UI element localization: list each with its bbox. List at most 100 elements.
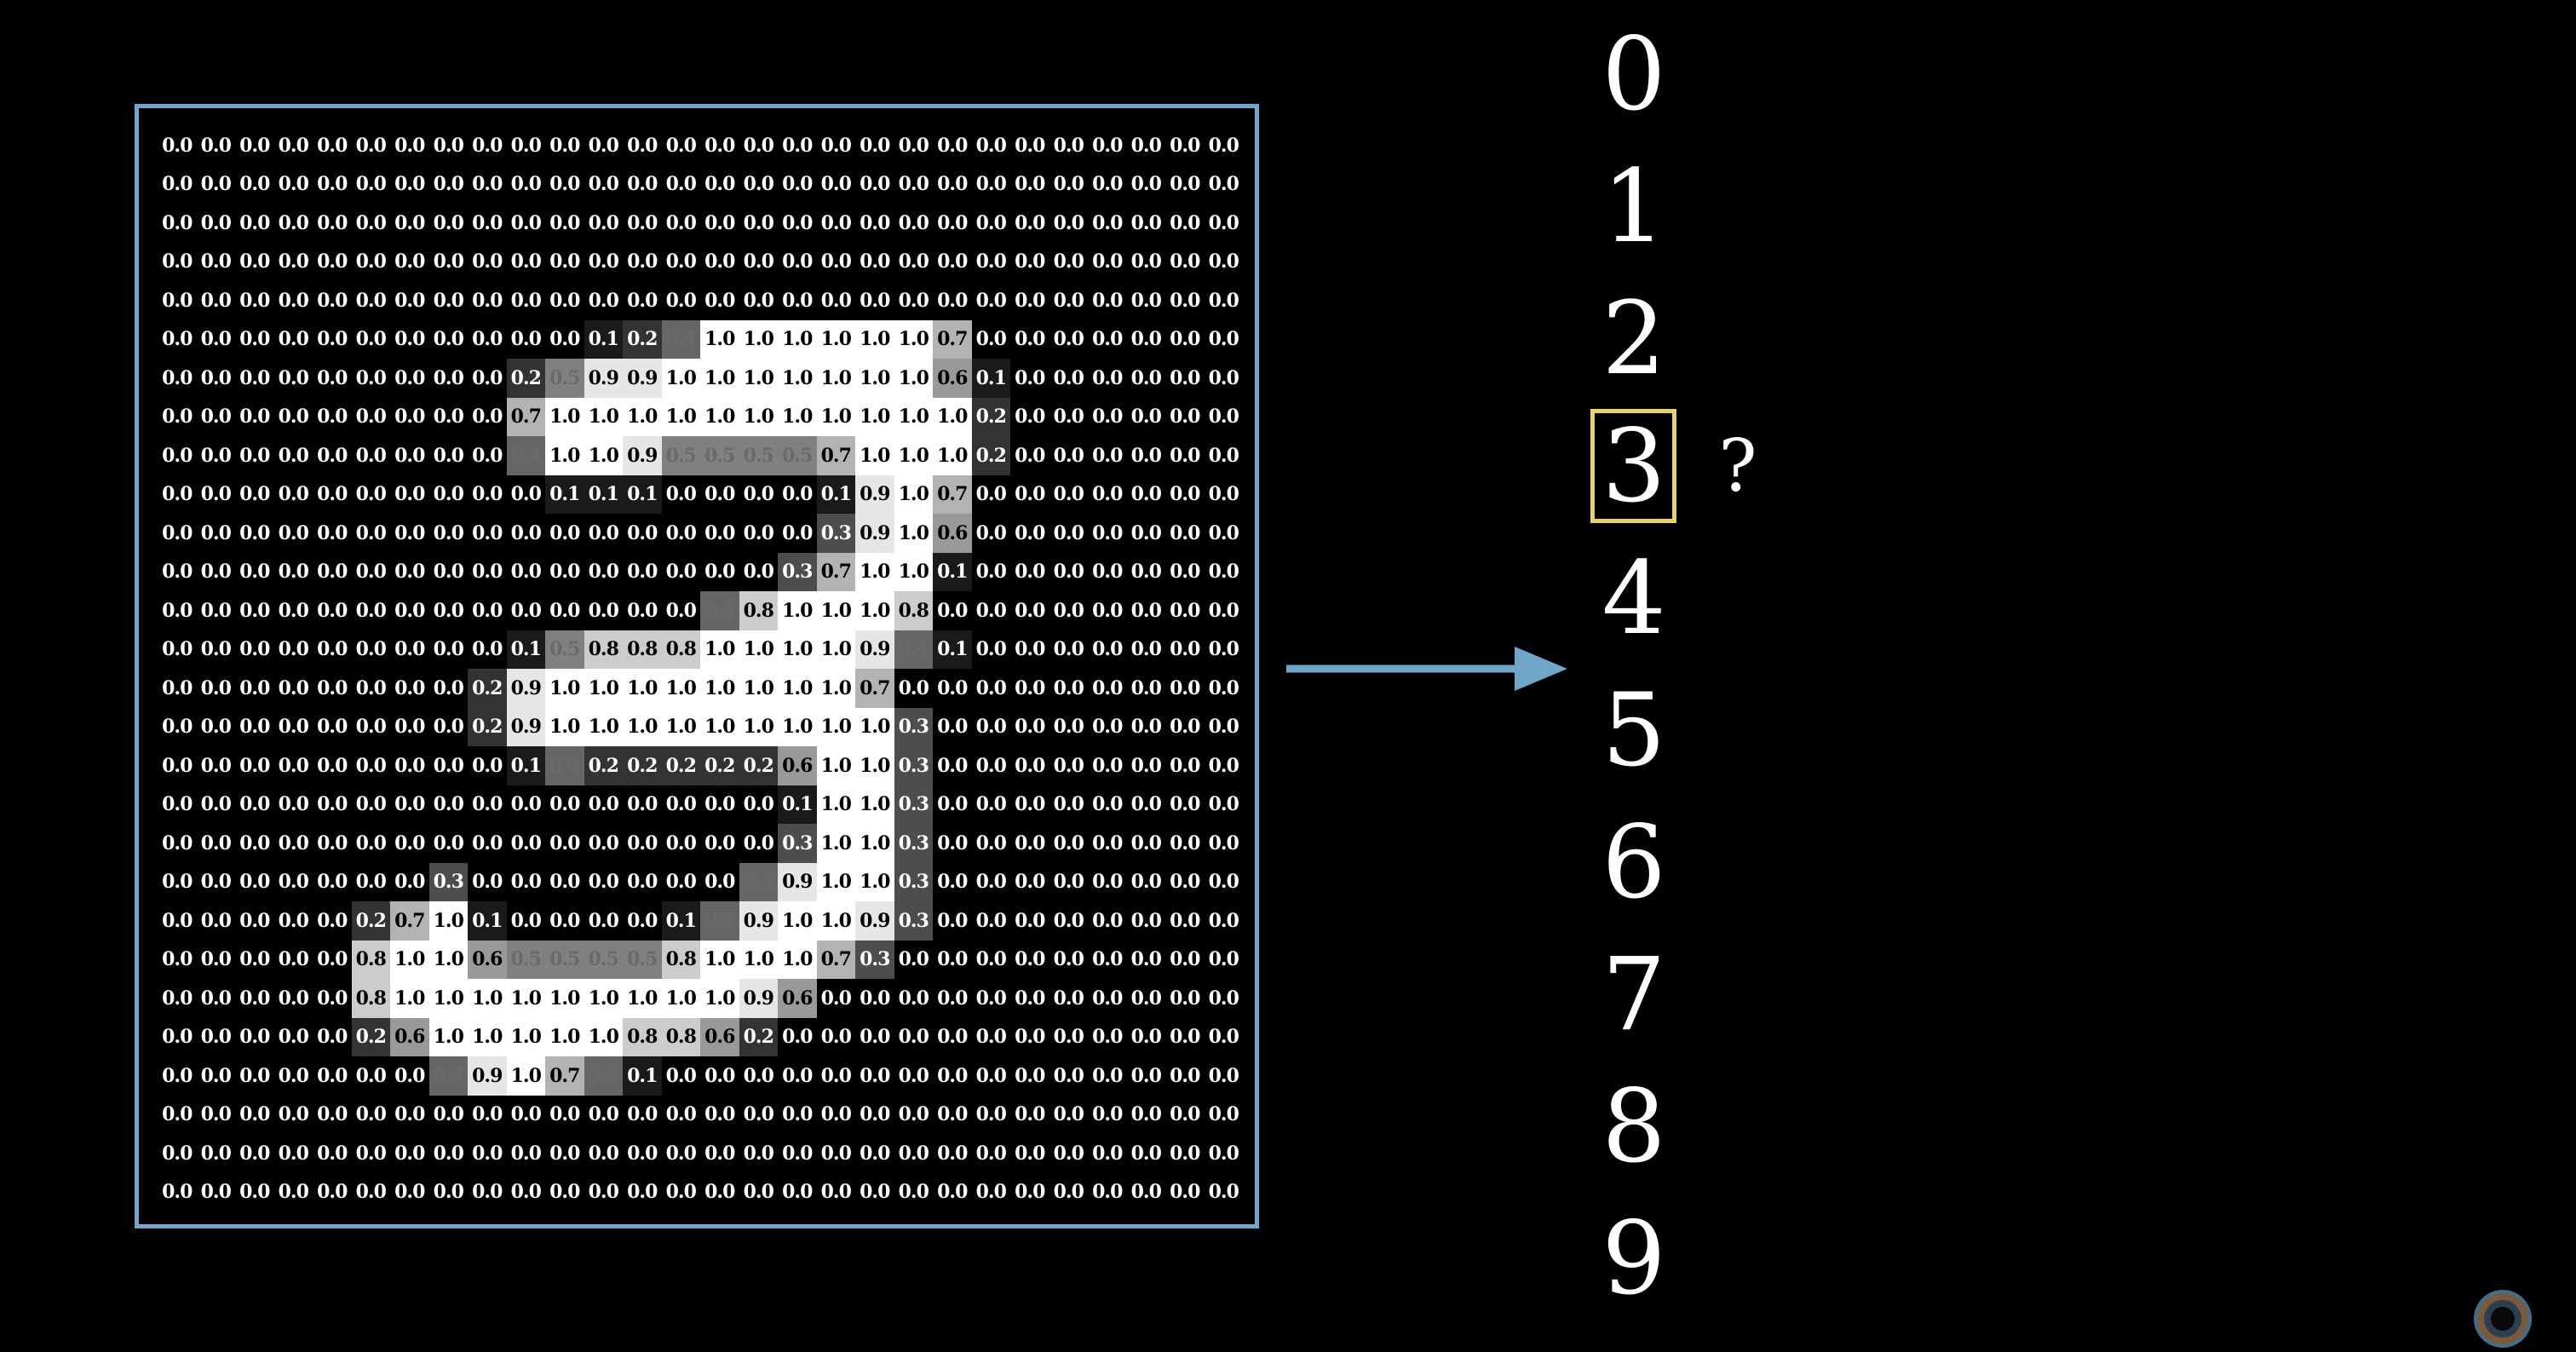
pixel-cell: 0.0 [158, 436, 197, 475]
pixel-cell: 0.0 [390, 319, 429, 359]
pixel-cell: 0.0 [545, 281, 584, 320]
pixel-cell: 1.0 [855, 397, 894, 436]
pixel-cell: 0.0 [1165, 1017, 1205, 1056]
pixel-cell: 0.0 [428, 785, 468, 824]
pixel-cell: 0.0 [1088, 281, 1127, 320]
pixel-cell: 0.0 [196, 1095, 235, 1134]
pixel-cell: 0.0 [1088, 940, 1127, 979]
pixel-cell: 0.0 [158, 901, 197, 941]
pixel-cell: 0.0 [506, 281, 545, 320]
pixel-cell: 0.0 [1165, 552, 1205, 591]
pixel-cell: 0.3 [855, 940, 894, 979]
pixel-cell: 0.0 [933, 785, 972, 824]
pixel-cell: 0.2 [584, 746, 623, 785]
pixel-cell: 0.0 [1126, 552, 1165, 591]
pixel-cell: 0.0 [235, 397, 274, 436]
pixel-cell: 0.9 [506, 669, 545, 708]
pixel-cell: 0.0 [273, 591, 313, 630]
pixel-cell: 0.0 [584, 281, 623, 320]
pixel-cell: 0.9 [739, 979, 778, 1018]
pixel-cell: 0.3 [428, 862, 468, 901]
pixel-cell: 0.0 [1126, 281, 1165, 320]
pixel-cell: 0.0 [506, 1134, 545, 1173]
pixel-cell: 1.0 [584, 397, 623, 436]
pixel-cell: 0.0 [313, 785, 352, 824]
pixel-cell: 0.4 [661, 319, 700, 359]
pixel-cell: 0.0 [584, 242, 623, 281]
pixel-cell: 1.0 [584, 979, 623, 1018]
pixel-cell: 0.0 [390, 126, 429, 165]
pixel-cell: 0.0 [855, 204, 894, 243]
pixel-cell: 0.0 [351, 514, 390, 553]
pixel-cell: 0.0 [661, 1172, 700, 1211]
pixel-cell: 0.1 [933, 552, 972, 591]
pixel-cell: 0.0 [933, 1134, 972, 1173]
pixel-cell: 0.0 [1088, 707, 1127, 746]
pixel-cell: 0.2 [468, 669, 507, 708]
pixel-cell: 0.0 [584, 785, 623, 824]
pixel-cell: 0.5 [623, 940, 662, 979]
pixel-cell: 0.0 [855, 242, 894, 281]
pixel-cell: 0.2 [971, 436, 1010, 475]
pixel-cell: 0.0 [623, 785, 662, 824]
pixel-cell: 0.0 [1088, 901, 1127, 941]
pixel-cell: 0.7 [816, 436, 855, 475]
pixel-cell: 0.0 [1010, 475, 1049, 514]
pixel-cell: 0.0 [235, 1017, 274, 1056]
pixel-cell: 0.0 [351, 552, 390, 591]
pixel-cell: 0.0 [428, 630, 468, 669]
pixel-cell: 0.0 [1204, 785, 1243, 824]
pixel-cell: 0.0 [196, 359, 235, 398]
pixel-cell: 0.0 [390, 436, 429, 475]
pixel-cell: 0.0 [351, 707, 390, 746]
pixel-cell: 0.0 [1049, 979, 1088, 1018]
pixel-cell: 0.0 [313, 901, 352, 941]
pixel-cell: 1.0 [700, 979, 739, 1018]
digit-label-4: 4 [1601, 539, 1666, 657]
pixel-cell: 0.0 [778, 475, 817, 514]
pixel-cell: 0.2 [468, 707, 507, 746]
pixel-cell: 0.0 [1204, 126, 1243, 165]
pixel-cell: 0.0 [158, 1095, 197, 1134]
pixel-cell: 0.9 [623, 359, 662, 398]
pixel-cell: 0.0 [313, 242, 352, 281]
pixel-cell: 0.1 [623, 1056, 662, 1096]
pixel-cell: 0.0 [623, 1095, 662, 1134]
pixel-cell: 1.0 [816, 707, 855, 746]
pixel-cell: 0.0 [739, 1095, 778, 1134]
pixel-cell: 0.0 [661, 204, 700, 243]
pixel-cell: 0.0 [1126, 514, 1165, 553]
pixel-cell: 0.0 [1049, 397, 1088, 436]
pixel-cell: 0.1 [468, 901, 507, 941]
pixel-cell: 0.0 [584, 204, 623, 243]
pixel-cell: 0.7 [816, 940, 855, 979]
pixel-cell: 0.0 [235, 785, 274, 824]
pixel-cell: 0.5 [506, 940, 545, 979]
pixel-cell: 0.0 [623, 1134, 662, 1173]
pixel-cell: 0.8 [623, 630, 662, 669]
pixel-cell: 0.0 [468, 1095, 507, 1134]
pixel-cell: 0.0 [235, 1095, 274, 1134]
pixel-cell: 0.0 [313, 164, 352, 204]
pixel-cell: 0.0 [661, 591, 700, 630]
pixel-cell: 0.0 [739, 1056, 778, 1096]
pixel-cell: 0.0 [1165, 785, 1205, 824]
pixel-cell: 0.0 [158, 979, 197, 1018]
digit-label-7: 7 [1601, 935, 1666, 1053]
pixel-cell: 1.0 [778, 319, 817, 359]
pixel-cell: 0.0 [1088, 359, 1127, 398]
pixel-cell: 0.0 [971, 1056, 1010, 1096]
pixel-cell: 1.0 [894, 514, 933, 553]
pixel-cell: 0.0 [235, 979, 274, 1018]
pixel-cell: 0.0 [816, 1017, 855, 1056]
pixel-cell: 1.0 [623, 979, 662, 1018]
pixel-cell: 0.0 [273, 1017, 313, 1056]
pixel-cell: 0.0 [468, 1134, 507, 1173]
pixel-cell: 0.0 [468, 630, 507, 669]
pixel-cell: 0.0 [1049, 242, 1088, 281]
pixel-cell: 0.0 [545, 319, 584, 359]
pixel-cell: 0.0 [235, 1056, 274, 1096]
pixel-cell: 0.0 [428, 552, 468, 591]
pixel-cell: 0.0 [390, 785, 429, 824]
pixel-cell: 0.0 [313, 514, 352, 553]
